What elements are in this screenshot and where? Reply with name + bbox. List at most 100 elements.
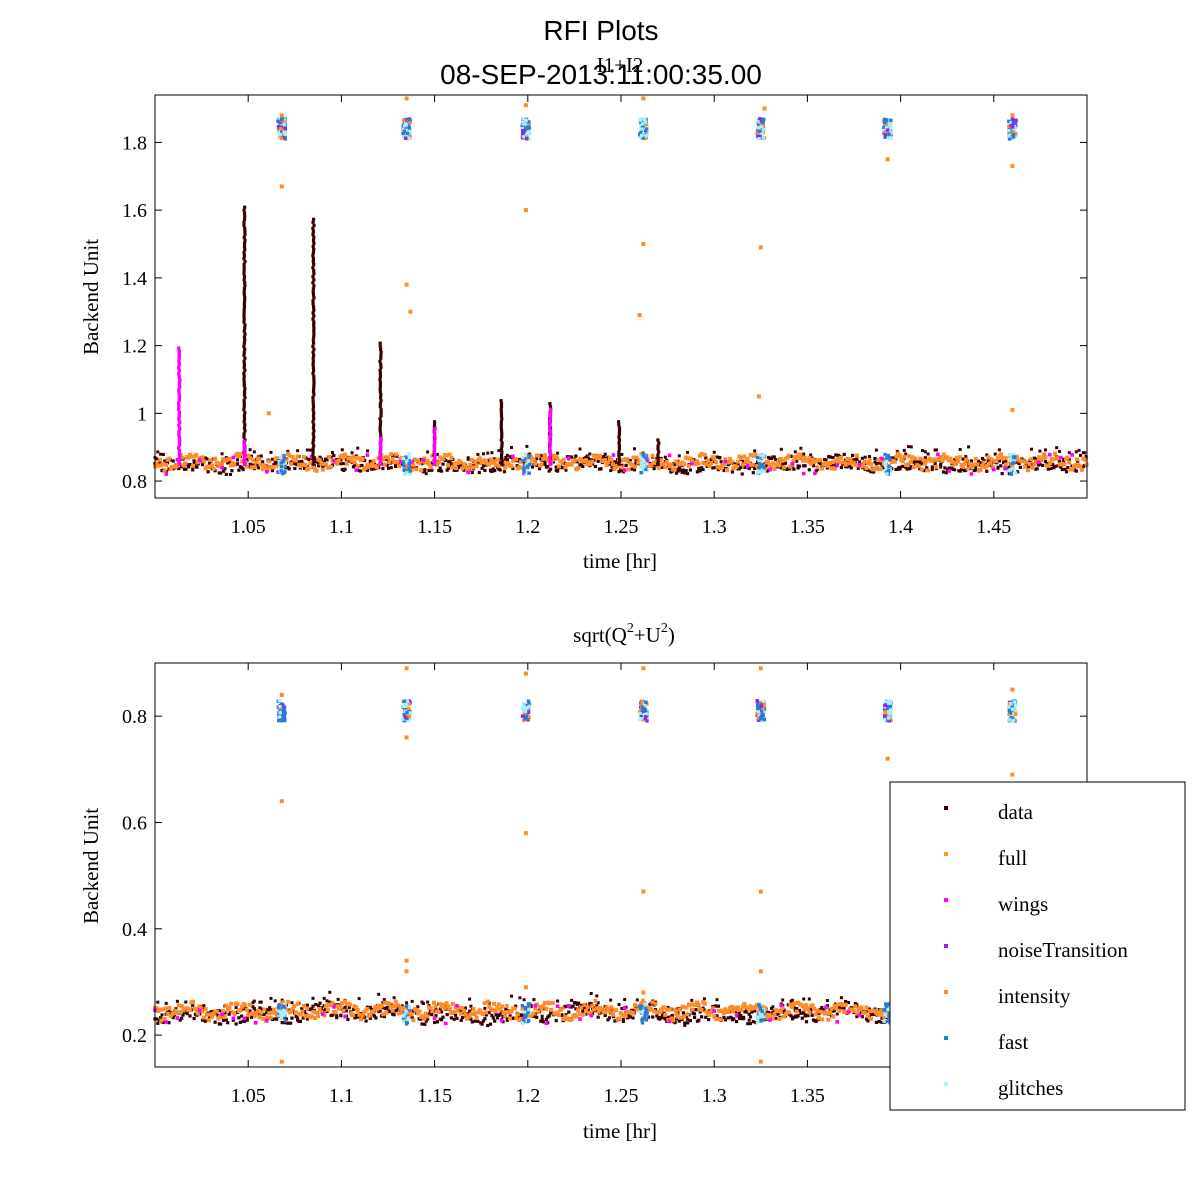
intensity-point xyxy=(275,1013,279,1018)
data-point xyxy=(856,466,860,470)
intensity-point xyxy=(690,1007,695,1012)
data-point xyxy=(379,420,383,424)
data-point xyxy=(378,402,382,406)
data-point xyxy=(617,429,622,433)
data-point xyxy=(866,1019,870,1023)
data-point xyxy=(863,455,867,459)
intensity-point xyxy=(831,460,836,465)
data-point xyxy=(895,449,899,453)
data-point xyxy=(979,461,983,465)
wings-point xyxy=(548,417,553,421)
intensity-point xyxy=(344,461,349,466)
glitches-point xyxy=(1013,706,1017,711)
data-point xyxy=(617,462,621,466)
data-point xyxy=(200,463,205,467)
data-point xyxy=(312,247,316,252)
data-point xyxy=(188,1014,192,1018)
wings-point xyxy=(511,454,515,459)
wings-point xyxy=(1036,460,1041,465)
data-point xyxy=(305,1003,309,1007)
data-point xyxy=(242,402,246,406)
intensity-point xyxy=(867,458,872,463)
data-point xyxy=(286,1021,290,1025)
data-point xyxy=(960,467,964,471)
intensity-point xyxy=(614,1008,619,1013)
data-point xyxy=(1067,451,1071,455)
data-point xyxy=(312,459,316,463)
intensity-point xyxy=(560,1006,565,1011)
data-point xyxy=(722,469,726,473)
data-point xyxy=(318,455,322,459)
wings-point xyxy=(177,385,182,389)
glitches-point xyxy=(278,132,282,137)
fast-point xyxy=(882,125,886,130)
data-point xyxy=(441,1015,445,1019)
intensity-point xyxy=(462,1008,466,1013)
data-point xyxy=(243,368,247,372)
fast-point xyxy=(759,464,763,468)
intensity-point xyxy=(607,1009,612,1014)
intensity-point xyxy=(493,462,498,467)
fast-point xyxy=(402,463,406,468)
intensity-point xyxy=(404,958,409,963)
intensity-point xyxy=(775,1009,780,1013)
data-point xyxy=(1038,449,1042,453)
data-point xyxy=(300,1007,304,1011)
data-point xyxy=(674,1017,679,1021)
intensity-point xyxy=(736,1005,741,1010)
fast-point xyxy=(282,705,287,709)
glitches-point xyxy=(639,133,644,138)
data-point xyxy=(312,278,316,282)
intensity-point xyxy=(474,464,479,468)
intensity-point xyxy=(965,466,970,471)
data-point xyxy=(242,335,247,339)
glitches-point xyxy=(1008,458,1012,462)
fast-point xyxy=(283,717,287,721)
data-point xyxy=(368,1005,372,1009)
data-point xyxy=(217,1009,221,1013)
wings-point xyxy=(548,414,553,418)
glitches-point xyxy=(520,126,525,131)
data-point xyxy=(499,399,503,403)
intensity-point xyxy=(381,1012,386,1017)
data-point xyxy=(617,1003,621,1006)
data-point xyxy=(339,458,343,462)
intensity-point xyxy=(164,1006,169,1011)
title-part: ) xyxy=(668,623,675,647)
intensity-point xyxy=(279,136,284,141)
intensity-point xyxy=(404,969,409,974)
data-point xyxy=(535,1015,539,1019)
wings-point xyxy=(242,439,246,444)
data-point xyxy=(448,460,452,464)
glitches-point xyxy=(1010,467,1014,471)
intensity-point xyxy=(755,131,759,135)
data-point xyxy=(908,467,912,471)
data-point xyxy=(872,470,876,474)
intensity-point xyxy=(202,459,207,464)
fast-point xyxy=(525,464,530,468)
data-point xyxy=(311,396,315,400)
data-point xyxy=(378,429,382,433)
data-point xyxy=(237,468,241,472)
intensity-point xyxy=(423,1011,428,1016)
data-point xyxy=(690,998,694,1002)
intensity-point xyxy=(363,465,368,470)
intensity-point xyxy=(541,1004,546,1009)
intensity-point xyxy=(507,1016,512,1021)
data-point xyxy=(729,1015,733,1019)
intensity-point xyxy=(481,1012,485,1017)
noiseTransition-point xyxy=(403,715,408,719)
intensity-point xyxy=(547,1001,552,1006)
intensity-point xyxy=(750,462,755,467)
data-point xyxy=(251,463,255,467)
data-point xyxy=(311,238,316,243)
data-point xyxy=(317,461,321,464)
fast-point xyxy=(523,1013,527,1017)
intensity-point xyxy=(766,1016,771,1021)
glitches-point xyxy=(405,1018,409,1022)
data-point xyxy=(242,278,246,282)
intensity-point xyxy=(279,799,284,804)
data-point xyxy=(238,1020,242,1024)
data-point xyxy=(603,1013,607,1018)
data-point xyxy=(339,462,343,466)
